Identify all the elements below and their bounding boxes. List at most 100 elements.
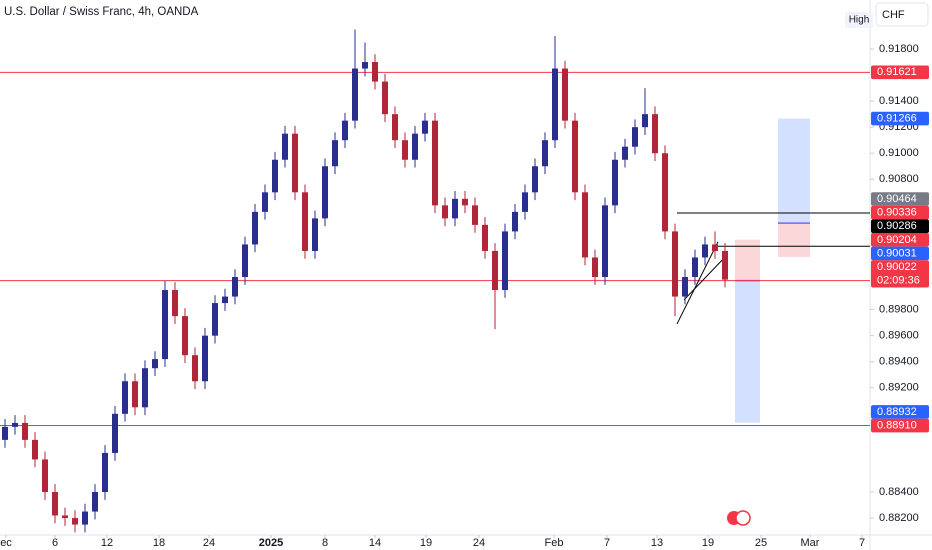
- price-badge: [871, 233, 929, 247]
- candle-body: [362, 62, 368, 69]
- candle-body: [382, 81, 388, 115]
- candle-body: [532, 166, 538, 193]
- candle-body: [192, 355, 198, 382]
- candle-body: [582, 192, 588, 258]
- candle-body: [422, 120, 428, 134]
- candle-body: [442, 205, 448, 219]
- candle-body: [232, 277, 238, 297]
- candle-body: [282, 133, 288, 160]
- event-icon[interactable]: [735, 510, 751, 526]
- price-badge-label: 0.90464: [877, 193, 917, 205]
- mode-label[interactable]: High: [849, 15, 870, 26]
- candle-body: [92, 492, 98, 512]
- x-tick-label: Feb: [545, 537, 564, 549]
- candle-body: [122, 381, 128, 414]
- trend-line: [683, 254, 728, 301]
- candle-body: [352, 68, 358, 121]
- chart-title: U.S. Dollar / Swiss Franc, 4h, OANDA: [4, 6, 199, 18]
- candle-body: [252, 211, 258, 245]
- candle-body: [202, 335, 208, 382]
- candle-body: [212, 303, 218, 336]
- price-badge: [871, 260, 929, 288]
- x-tick-label: 25: [755, 537, 767, 549]
- candle-body: [162, 290, 168, 360]
- candle-body: [432, 120, 438, 206]
- candle-body: [412, 133, 418, 160]
- events-icon[interactable]: [727, 510, 751, 526]
- target-zone: [778, 118, 810, 224]
- price-badge: [871, 205, 929, 220]
- candle-body: [312, 218, 318, 251]
- y-tick-label: 0.89800: [879, 303, 919, 315]
- candle-body: [712, 244, 718, 251]
- candle-body: [572, 120, 578, 193]
- candle-body: [662, 153, 668, 232]
- trend-line: [676, 241, 719, 325]
- x-tick-label: 18: [153, 537, 165, 549]
- candle-body: [142, 368, 148, 408]
- stop-zone: [778, 223, 810, 257]
- candle-body: [682, 277, 688, 297]
- plot-area: [0, 29, 870, 533]
- candle-body: [262, 192, 268, 212]
- y-tick-label: 0.91800: [879, 43, 919, 55]
- candle-body: [332, 140, 338, 167]
- price-badge-label: 0.90286: [877, 220, 917, 232]
- mode-box[interactable]: [845, 12, 873, 28]
- x-tick-label: Mar: [801, 537, 820, 549]
- candle-body: [292, 133, 298, 193]
- candle-body: [172, 290, 178, 317]
- candle-body: [62, 515, 68, 519]
- candle-body: [562, 68, 568, 121]
- price-badge: [871, 192, 929, 206]
- x-tick-label: 7: [604, 537, 610, 549]
- price-badge: [871, 65, 929, 80]
- candle-body: [82, 511, 88, 525]
- candle-body: [612, 159, 618, 206]
- x-tick-label: 8: [322, 537, 328, 549]
- candle-body: [372, 62, 378, 82]
- price-badge: [871, 219, 929, 234]
- candle-body: [702, 244, 708, 258]
- candle-body: [242, 244, 248, 278]
- candle-body: [542, 140, 548, 167]
- currency-box[interactable]: [875, 2, 929, 27]
- price-badge-label: 0.91266: [877, 112, 917, 124]
- price-badge-label: 0.90031: [877, 247, 917, 259]
- y-tick-label: 0.88200: [879, 512, 919, 524]
- candle-body: [22, 422, 28, 440]
- candle-body: [52, 492, 58, 516]
- candle-body: [602, 205, 608, 278]
- x-tick-label: 7: [859, 537, 865, 549]
- currency-label[interactable]: CHF: [882, 9, 905, 21]
- candle-body: [632, 127, 638, 147]
- candle-body: [72, 518, 78, 525]
- x-tick-label: 14: [369, 537, 381, 549]
- candle-body: [622, 146, 628, 160]
- candle-body: [642, 114, 648, 128]
- candle-body: [322, 166, 328, 219]
- candle-body: [102, 452, 108, 493]
- candle-body: [692, 257, 698, 278]
- y-tick-label: 0.91400: [879, 95, 919, 107]
- candle-body: [272, 159, 278, 193]
- x-tick-label: 19: [702, 537, 714, 549]
- candle-body: [592, 257, 598, 278]
- candle-body: [552, 68, 558, 141]
- x-tick-label: 24: [473, 537, 485, 549]
- countdown-label: 02:09:36: [877, 275, 920, 287]
- y-tick-label: 0.89400: [879, 356, 919, 368]
- y-tick-label: 0.91000: [879, 147, 919, 159]
- x-tick-label: 2025: [259, 537, 283, 549]
- y-tick-label: 0.89600: [879, 330, 919, 342]
- x-tick-label: 19: [420, 537, 432, 549]
- y-tick-label: 0.90800: [879, 173, 919, 185]
- candle-body: [152, 359, 158, 369]
- candle-body: [182, 316, 188, 356]
- candle-body: [342, 120, 348, 141]
- candle-body: [502, 231, 508, 291]
- price-badge-label: 0.91621: [877, 66, 917, 78]
- candle-body: [452, 198, 458, 219]
